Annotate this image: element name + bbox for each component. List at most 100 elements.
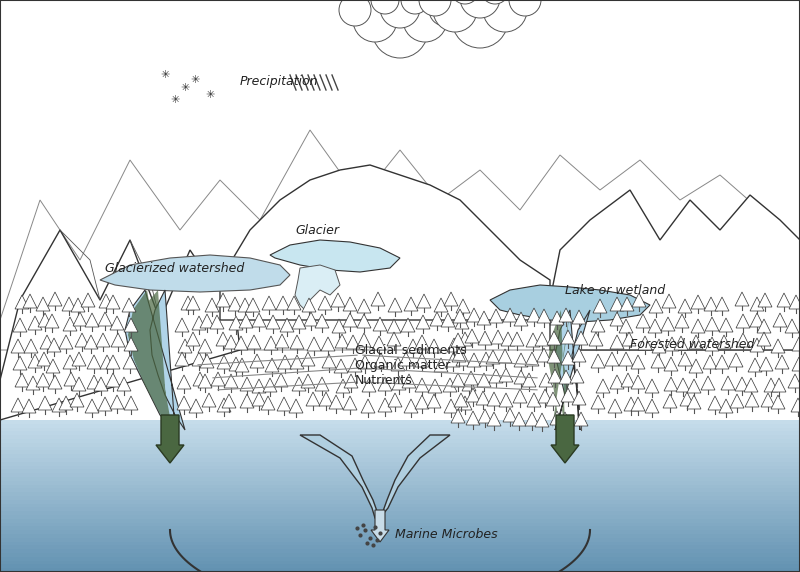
Polygon shape bbox=[548, 369, 562, 383]
Polygon shape bbox=[346, 335, 360, 349]
Polygon shape bbox=[292, 377, 306, 391]
Polygon shape bbox=[415, 335, 429, 349]
Polygon shape bbox=[344, 374, 358, 388]
Polygon shape bbox=[278, 355, 292, 369]
Polygon shape bbox=[574, 412, 588, 426]
Polygon shape bbox=[321, 337, 335, 351]
Polygon shape bbox=[224, 335, 238, 349]
Polygon shape bbox=[36, 297, 50, 311]
Polygon shape bbox=[761, 393, 775, 407]
Polygon shape bbox=[572, 391, 586, 405]
Polygon shape bbox=[0, 523, 800, 526]
Polygon shape bbox=[13, 318, 27, 332]
Polygon shape bbox=[570, 369, 584, 383]
Polygon shape bbox=[651, 354, 665, 368]
Polygon shape bbox=[72, 377, 86, 391]
Polygon shape bbox=[0, 470, 800, 473]
Polygon shape bbox=[465, 329, 479, 343]
Polygon shape bbox=[0, 466, 800, 470]
Polygon shape bbox=[277, 397, 291, 411]
Polygon shape bbox=[274, 373, 288, 387]
Polygon shape bbox=[689, 359, 703, 373]
Polygon shape bbox=[466, 388, 480, 402]
Polygon shape bbox=[750, 338, 764, 352]
Polygon shape bbox=[501, 332, 515, 346]
Text: ✳: ✳ bbox=[170, 95, 180, 105]
Polygon shape bbox=[261, 396, 275, 410]
Polygon shape bbox=[205, 298, 219, 312]
Polygon shape bbox=[689, 335, 703, 349]
Text: Glacial sediments: Glacial sediments bbox=[355, 344, 466, 356]
Circle shape bbox=[372, 2, 428, 58]
Polygon shape bbox=[717, 335, 731, 349]
Polygon shape bbox=[70, 393, 84, 407]
Polygon shape bbox=[546, 392, 560, 406]
Polygon shape bbox=[775, 355, 789, 369]
Polygon shape bbox=[476, 391, 490, 405]
Polygon shape bbox=[64, 372, 78, 386]
Polygon shape bbox=[430, 312, 444, 326]
Polygon shape bbox=[290, 335, 304, 349]
Polygon shape bbox=[211, 372, 225, 386]
Polygon shape bbox=[238, 298, 252, 312]
Polygon shape bbox=[624, 397, 638, 411]
Polygon shape bbox=[290, 355, 304, 369]
Polygon shape bbox=[490, 285, 650, 322]
Polygon shape bbox=[759, 357, 773, 371]
Polygon shape bbox=[216, 332, 230, 346]
Polygon shape bbox=[538, 389, 552, 403]
Polygon shape bbox=[514, 312, 528, 326]
Polygon shape bbox=[343, 297, 357, 311]
Polygon shape bbox=[0, 230, 240, 420]
Polygon shape bbox=[561, 388, 575, 402]
Polygon shape bbox=[792, 357, 800, 371]
Polygon shape bbox=[0, 538, 800, 542]
Polygon shape bbox=[280, 318, 294, 332]
Polygon shape bbox=[486, 350, 500, 364]
Polygon shape bbox=[0, 511, 800, 515]
Polygon shape bbox=[664, 377, 678, 391]
Polygon shape bbox=[478, 409, 492, 423]
Polygon shape bbox=[453, 309, 467, 323]
Polygon shape bbox=[85, 399, 99, 413]
Polygon shape bbox=[636, 314, 650, 328]
Polygon shape bbox=[789, 295, 800, 309]
Polygon shape bbox=[771, 395, 785, 409]
Polygon shape bbox=[527, 308, 541, 322]
Polygon shape bbox=[263, 378, 277, 392]
Polygon shape bbox=[750, 297, 764, 311]
Polygon shape bbox=[300, 435, 450, 518]
Polygon shape bbox=[59, 335, 73, 349]
Circle shape bbox=[451, 0, 479, 4]
Polygon shape bbox=[22, 399, 36, 413]
Polygon shape bbox=[489, 309, 503, 323]
Polygon shape bbox=[36, 373, 50, 387]
Polygon shape bbox=[0, 565, 800, 568]
Polygon shape bbox=[177, 375, 191, 389]
Polygon shape bbox=[81, 293, 95, 307]
Polygon shape bbox=[704, 297, 718, 311]
Polygon shape bbox=[11, 398, 25, 412]
Polygon shape bbox=[535, 413, 549, 427]
Polygon shape bbox=[47, 338, 61, 352]
Polygon shape bbox=[240, 394, 254, 408]
Polygon shape bbox=[343, 313, 357, 327]
Polygon shape bbox=[510, 332, 524, 346]
Polygon shape bbox=[503, 308, 517, 322]
Polygon shape bbox=[229, 357, 243, 371]
Polygon shape bbox=[275, 334, 289, 348]
Circle shape bbox=[483, 0, 527, 32]
Polygon shape bbox=[456, 299, 470, 313]
Polygon shape bbox=[374, 353, 388, 367]
Polygon shape bbox=[456, 352, 470, 366]
Polygon shape bbox=[791, 398, 800, 412]
Text: Lake or wetland: Lake or wetland bbox=[565, 284, 665, 296]
Polygon shape bbox=[467, 353, 481, 367]
Polygon shape bbox=[729, 353, 743, 367]
Polygon shape bbox=[415, 395, 429, 409]
Polygon shape bbox=[0, 488, 800, 492]
Polygon shape bbox=[63, 317, 77, 331]
Polygon shape bbox=[404, 297, 418, 311]
Polygon shape bbox=[373, 317, 387, 331]
Polygon shape bbox=[192, 316, 206, 330]
